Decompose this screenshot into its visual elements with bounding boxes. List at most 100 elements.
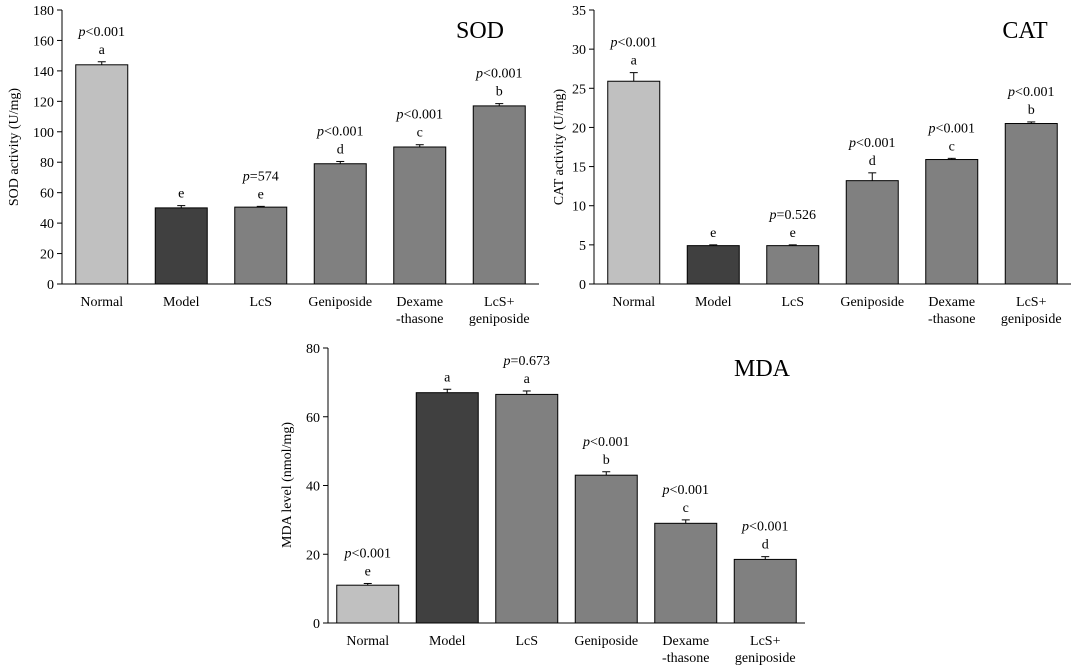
p-symbol: p (1007, 85, 1015, 100)
p-symbol: p (475, 67, 483, 82)
category-label: geniposide (735, 651, 796, 666)
p-value: <0.001 (618, 36, 657, 51)
y-tick-label: 30 (572, 43, 586, 58)
p-value-label: p<0.001 (610, 36, 657, 51)
y-tick-label: 80 (40, 156, 54, 171)
p-symbol: p (769, 208, 777, 223)
y-tick-label: 60 (306, 411, 320, 426)
y-axis-label: CAT activity (U/mg) (552, 88, 567, 205)
significance-letter: d (762, 538, 769, 553)
category-label: Model (429, 634, 466, 649)
p-value-label: p<0.001 (396, 108, 443, 123)
y-axis-label: SOD activity (U/mg) (7, 88, 22, 207)
bar (733, 558, 797, 624)
p-value: <0.001 (936, 121, 975, 136)
p-value: <0.001 (590, 435, 629, 450)
significance-letter: c (949, 139, 955, 154)
category-label: -thasone (662, 651, 709, 666)
bar (1004, 123, 1058, 285)
p-symbol: p (741, 520, 749, 535)
p-symbol: p (662, 483, 670, 498)
bar (495, 393, 559, 624)
p-value: <0.001 (856, 136, 895, 151)
p-value-label: p<0.001 (78, 25, 125, 40)
significance-letter: b (603, 453, 610, 468)
significance-letter: e (790, 226, 796, 241)
bar (336, 584, 400, 624)
y-tick-label: 60 (40, 187, 54, 202)
category-label: Model (695, 295, 732, 310)
y-tick-label: 25 (572, 82, 586, 97)
category-label: LcS+ (750, 634, 781, 649)
significance-letter: a (444, 370, 451, 385)
category-label: geniposide (1001, 312, 1062, 327)
p-value: <0.001 (86, 25, 125, 40)
y-tick-label: 40 (306, 480, 320, 495)
significance-letter: c (683, 501, 689, 516)
bar (234, 206, 288, 285)
category-label: Dexame (928, 295, 975, 310)
category-label: Dexame (662, 634, 709, 649)
y-tick-label: 20 (572, 121, 586, 136)
p-value-label: p<0.001 (344, 546, 391, 561)
p-value-label: p=0.673 (503, 354, 550, 369)
p-value-label: p=574 (242, 169, 279, 184)
y-tick-label: 120 (33, 95, 54, 110)
p-symbol: p (242, 169, 250, 184)
category-label: LcS+ (484, 295, 515, 310)
p-value: <0.001 (324, 124, 363, 139)
category-label: LcS (249, 295, 272, 310)
category-label: Normal (80, 295, 123, 310)
bar (574, 474, 638, 624)
bar (654, 522, 718, 624)
y-tick-label: 180 (33, 4, 54, 19)
p-symbol: p (610, 36, 618, 51)
category-label: Dexame (396, 295, 443, 310)
category-label: -thasone (928, 312, 975, 327)
category-label: Normal (612, 295, 655, 310)
category-label: geniposide (469, 312, 530, 327)
significance-letter: c (417, 126, 423, 141)
p-value: <0.001 (352, 546, 391, 561)
y-tick-label: 20 (306, 548, 320, 563)
significance-letter: a (99, 43, 106, 58)
y-axis-label: MDA level (nmol/mg) (280, 422, 295, 548)
p-value: <0.001 (749, 520, 788, 535)
y-tick-label: 140 (33, 65, 54, 80)
p-value: =0.673 (511, 354, 550, 369)
chart-title: SOD (456, 18, 504, 44)
y-tick-label: 5 (579, 239, 586, 254)
significance-letter: e (365, 564, 371, 579)
p-value-label: p<0.001 (741, 520, 788, 535)
significance-letter: e (710, 226, 716, 241)
y-tick-label: 15 (572, 161, 586, 176)
p-value-label: p<0.001 (316, 124, 363, 139)
chart-sod: 0 20 40 60 80 100 120 140 160 180 SOD SOD activity … (7, 4, 539, 327)
p-symbol: p (78, 25, 86, 40)
p-value-label: p=0.526 (769, 208, 816, 223)
p-value: =0.526 (777, 208, 816, 223)
p-value-label: p<0.001 (1007, 85, 1054, 100)
bar (686, 245, 740, 285)
chart-title: MDA (734, 356, 791, 382)
bar (393, 146, 447, 285)
bar (313, 163, 367, 285)
p-value: <0.001 (404, 108, 443, 123)
p-symbol: p (582, 435, 590, 450)
significance-letter: b (496, 85, 503, 100)
p-value: =574 (250, 169, 279, 184)
y-tick-label: 35 (572, 4, 586, 19)
bar (845, 180, 899, 285)
category-label: LcS+ (1016, 295, 1047, 310)
significance-letter: a (631, 54, 638, 69)
p-value-label: p<0.001 (848, 136, 895, 151)
bar (607, 80, 661, 285)
y-tick-label: 0 (313, 617, 320, 632)
p-symbol: p (928, 121, 936, 136)
significance-letter: b (1028, 103, 1035, 118)
y-tick-label: 80 (306, 342, 320, 357)
p-symbol: p (503, 354, 511, 369)
p-symbol: p (848, 136, 856, 151)
